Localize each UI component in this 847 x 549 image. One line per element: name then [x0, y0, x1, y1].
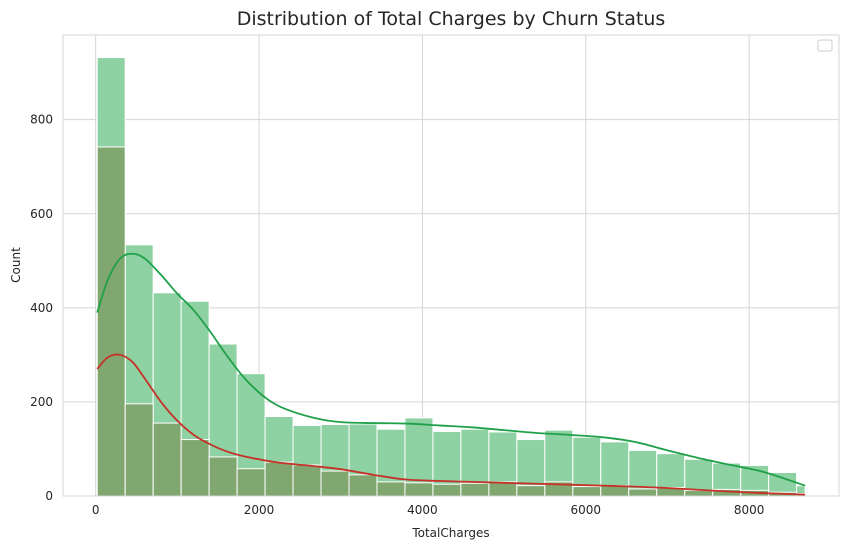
kde-curves: [96, 252, 806, 496]
bar-churn: [376, 481, 406, 497]
x-tick-label: 2000: [244, 503, 275, 517]
bar-churn: [152, 422, 182, 497]
y-axis-label: Count: [9, 247, 23, 283]
y-tick-label: 0: [45, 489, 53, 503]
ticks: 0 2000 4000 6000 8000 0 200 400 600 800: [30, 113, 764, 517]
y-tick-label: 800: [30, 113, 53, 127]
chart-title: Distribution of Total Charges by Churn S…: [237, 8, 666, 30]
bar-churn: [264, 461, 294, 497]
kde-line-churn: [96, 353, 806, 496]
bar-churn: [460, 482, 490, 497]
x-axis-label: TotalCharges: [411, 526, 489, 540]
bar-churn: [236, 468, 266, 497]
series-churn: [96, 146, 806, 497]
y-tick-label: 400: [30, 301, 53, 315]
bar-churn: [572, 486, 602, 497]
bar-churn: [348, 474, 378, 497]
bar-churn: [488, 481, 518, 497]
bar-churn: [96, 146, 126, 497]
x-tick-label: 0: [92, 503, 100, 517]
bars: [96, 57, 806, 497]
bar-churn: [124, 403, 154, 497]
bar-churn: [320, 470, 350, 497]
plot-frame: [62, 34, 840, 497]
bar-churn: [628, 488, 658, 497]
bar-churn: [180, 439, 210, 497]
x-tick-label: 8000: [734, 503, 765, 517]
kde-line-no_churn: [96, 252, 806, 487]
x-tick-label: 4000: [407, 503, 438, 517]
bar-churn: [600, 485, 630, 497]
bar-churn: [404, 482, 434, 497]
y-tick-label: 600: [30, 207, 53, 221]
bar-no_churn: [628, 449, 658, 497]
x-tick-label: 6000: [571, 503, 602, 517]
legend-box: [817, 39, 833, 52]
bar-churn: [516, 485, 546, 497]
bar-churn: [292, 464, 322, 497]
bar-churn: [208, 456, 238, 497]
bar-churn: [432, 483, 462, 497]
y-tick-label: 200: [30, 395, 53, 409]
